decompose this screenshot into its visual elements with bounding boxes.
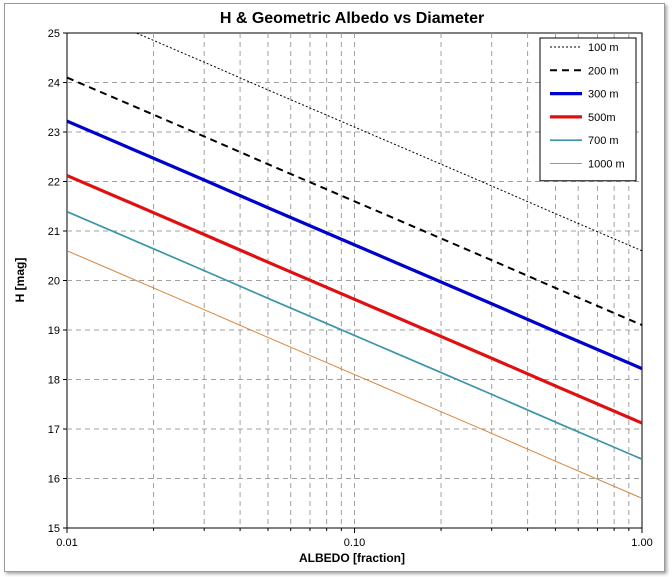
x-axis-label: ALBEDO [fraction] <box>299 551 405 565</box>
legend-label: 500m <box>588 112 616 124</box>
legend-label: 300 m <box>588 89 619 101</box>
tick-layer: 15 16 17 18 19 20 21 22 23 24 25 0.01 0.10 1.00 <box>48 28 653 549</box>
y-tick-label: 24 <box>48 78 60 90</box>
series-layer <box>67 33 642 499</box>
legend: 100 m 200 m 300 m 500m 700 m 1000 m <box>539 37 637 182</box>
legend-label: 700 m <box>588 135 619 147</box>
chart-title: H & Geometric Albedo vs Diameter <box>220 10 484 27</box>
x-tick-label: 0.10 <box>344 537 365 549</box>
y-tick-label: 22 <box>48 177 60 189</box>
y-axis-label: H [mag] <box>13 258 27 303</box>
series-line-2 <box>67 119 642 371</box>
y-tick-label: 20 <box>48 276 60 288</box>
series-line-4 <box>67 210 642 460</box>
legend-box <box>539 37 637 182</box>
x-tick-label: 1.00 <box>631 537 652 549</box>
series-line-3 <box>67 174 642 425</box>
y-tick-label: 16 <box>48 474 60 486</box>
legend-label: 200 m <box>588 65 619 77</box>
legend-label: 100 m <box>588 42 619 54</box>
series-line-1 <box>67 76 642 326</box>
y-tick-label: 18 <box>48 375 60 387</box>
y-tick-label: 25 <box>48 28 60 40</box>
y-tick-label: 17 <box>48 424 60 436</box>
legend-label: 1000 m <box>588 159 625 171</box>
series-line-0 <box>134 33 642 252</box>
x-tick-label: 0.01 <box>56 537 77 549</box>
y-tick-label: 23 <box>48 127 60 139</box>
y-tick-label: 19 <box>48 325 60 337</box>
y-tick-label: 21 <box>48 226 60 238</box>
y-tick-label: 15 <box>48 523 60 535</box>
series-line-5 <box>67 250 642 499</box>
